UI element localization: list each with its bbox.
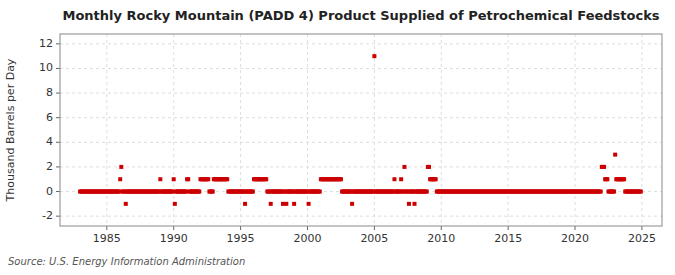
grid-line: [60, 166, 662, 167]
tick-mark: [575, 226, 576, 230]
tick-mark: [56, 191, 60, 192]
tick-mark: [56, 43, 60, 44]
tick-label: 4: [46, 135, 53, 148]
tick-label: 1990: [160, 232, 188, 245]
point: [119, 165, 123, 169]
point: [173, 202, 177, 206]
plot-frame: [60, 34, 662, 226]
point: [284, 202, 288, 206]
grid-line: [374, 34, 375, 226]
point: [186, 177, 190, 181]
grid-line: [60, 68, 662, 69]
grid-line: [641, 34, 642, 226]
tick-mark: [56, 68, 60, 69]
tick-mark: [307, 226, 308, 230]
point: [118, 177, 122, 181]
point: [264, 177, 268, 181]
point: [318, 190, 322, 194]
grid-line: [60, 142, 662, 143]
point: [206, 177, 210, 181]
point: [622, 177, 626, 181]
point: [172, 177, 176, 181]
source-note: Source: U.S. Energy Information Administ…: [8, 256, 245, 267]
point: [243, 202, 247, 206]
axes: -2 0 2 4 6 8 10 12 1985 1990 1995 2000 2005 2010 2015 2…: [39, 34, 662, 245]
point: [225, 177, 229, 181]
grid-line: [60, 216, 662, 217]
point: [307, 202, 311, 206]
tick-mark: [56, 166, 60, 167]
point: [425, 190, 429, 194]
tick-mark: [508, 226, 509, 230]
tick-mark: [641, 226, 642, 230]
tick-label: 2005: [360, 232, 388, 245]
point: [211, 190, 215, 194]
point: [599, 190, 603, 194]
grid-line: [575, 34, 576, 226]
point: [350, 202, 354, 206]
tick-label: 2000: [293, 232, 321, 245]
grid-line: [60, 43, 662, 44]
point: [158, 177, 162, 181]
tick-mark: [240, 226, 241, 230]
point: [602, 165, 606, 169]
grid-line: [508, 34, 509, 226]
tick-label: -2: [42, 209, 53, 222]
point: [292, 202, 296, 206]
tick-mark: [56, 93, 60, 94]
point: [613, 153, 617, 157]
point: [399, 177, 403, 181]
point: [392, 177, 396, 181]
tick-label: 1995: [227, 232, 255, 245]
point: [407, 202, 411, 206]
title: Monthly Rocky Mountain (PADD 4) Product …: [62, 8, 659, 23]
point: [372, 54, 376, 58]
tick-mark: [56, 216, 60, 217]
grid-line: [60, 93, 662, 94]
grid: [60, 34, 662, 226]
tick-mark: [106, 226, 107, 230]
point: [413, 202, 417, 206]
point: [197, 190, 201, 194]
points: [78, 54, 643, 206]
grid-line: [173, 34, 174, 226]
point: [251, 190, 255, 194]
point: [402, 165, 406, 169]
tick-label: 6: [46, 111, 53, 124]
tick-mark: [374, 226, 375, 230]
y-axis-label: Thousand Barrels per Day: [4, 58, 17, 202]
point: [269, 202, 273, 206]
grid-line: [60, 117, 662, 118]
tick-label: 0: [46, 185, 53, 198]
tick-mark: [173, 226, 174, 230]
tick-mark: [56, 142, 60, 143]
tick-label: 2020: [561, 232, 589, 245]
tick-label: 12: [39, 37, 53, 50]
tick-label: 2025: [628, 232, 656, 245]
point: [639, 190, 643, 194]
tick-label: 2015: [494, 232, 522, 245]
grid-line: [240, 34, 241, 226]
tick-label: 8: [46, 86, 53, 99]
chart: -2 0 2 4 6 8 10 12 1985 1990 1995 2000 2005 2010 2015 2…: [0, 0, 675, 275]
grid-line: [441, 34, 442, 226]
point: [124, 202, 128, 206]
tick-label: 2010: [427, 232, 455, 245]
grid-line: [307, 34, 308, 226]
point: [612, 190, 616, 194]
point: [427, 165, 431, 169]
tick-label: 1985: [93, 232, 121, 245]
grid-line: [106, 34, 107, 226]
point: [339, 177, 343, 181]
tick-label: 10: [39, 61, 53, 74]
tick-mark: [56, 117, 60, 118]
point: [434, 177, 438, 181]
tick-mark: [441, 226, 442, 230]
point: [605, 177, 609, 181]
tick-label: 2: [46, 160, 53, 173]
